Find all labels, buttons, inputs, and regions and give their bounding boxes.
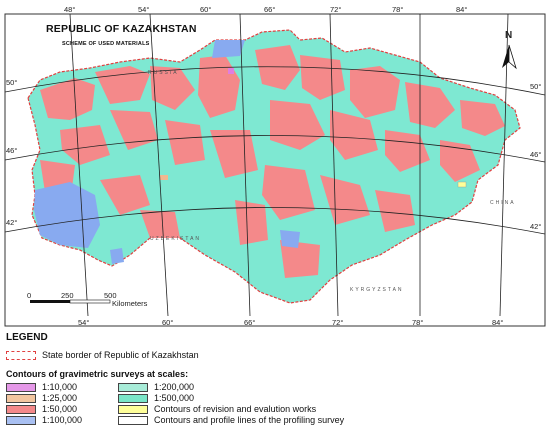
- lon-bottom-84: 84°: [492, 318, 504, 327]
- border-swatch: [6, 350, 36, 360]
- legend-item-label: Contours and profile lines of the profil…: [154, 415, 345, 425]
- legend-item: 1:200,000: [118, 382, 194, 392]
- lon-bottom-78: 78°: [412, 318, 424, 327]
- lat-left-50: 50°: [6, 78, 18, 87]
- legend-item-label: 1:10,000: [42, 382, 78, 392]
- survey-spot-25k: [160, 175, 168, 180]
- legend-item: 1:50,000: [6, 404, 77, 414]
- lon-top-84: 84°: [456, 5, 468, 14]
- legend-swatch-1: [6, 393, 36, 403]
- lon-top-48: 48°: [64, 5, 76, 14]
- lon-bottom-72: 72°: [332, 318, 344, 327]
- lon-top-78: 78°: [392, 5, 404, 14]
- revision-spot: [457, 181, 467, 188]
- legend-item-label: 1:50,000: [42, 404, 78, 414]
- country-label-russia: RUSSIA: [148, 70, 179, 76]
- legend-swatch-6: [118, 404, 148, 414]
- legend-item-label: 1:100,000: [42, 415, 83, 425]
- legend-swatch-5: [118, 393, 148, 403]
- legend-swatch-4: [118, 382, 148, 392]
- country-label-kyrgyzstan: KYRGYZSTAN: [350, 287, 404, 293]
- map-canvas: [4, 13, 546, 327]
- legend-item: Contours of revision and evalution works: [118, 404, 316, 414]
- legend-swatch-2: [6, 404, 36, 414]
- legend-title: LEGEND: [6, 332, 48, 343]
- country-label-china: CHINA: [490, 200, 516, 206]
- map-title: REPUBLIC OF KAZAKHSTAN: [46, 23, 197, 35]
- lon-top-72: 72°: [330, 5, 342, 14]
- scale-tick-0: 0: [27, 291, 32, 300]
- scale-unit: Kilometers: [112, 299, 148, 308]
- north-arrow-icon: [502, 44, 517, 70]
- legend-surveys-heading: Contours of gravimetric surveys at scale…: [6, 369, 189, 379]
- lat-right-42: 42°: [530, 222, 542, 231]
- survey-regions-100k: [34, 40, 300, 264]
- legend: LEGEND State border of Republic of Kazak…: [6, 332, 546, 432]
- lat-left-42: 42°: [6, 218, 18, 227]
- map-subtitle: SCHEME OF USED MATERIALS: [62, 41, 150, 47]
- lon-bottom-54: 54°: [78, 318, 90, 327]
- scale-bar: [30, 299, 111, 304]
- lat-right-46: 46°: [530, 150, 542, 159]
- legend-item-label: 1:25,000: [42, 393, 78, 403]
- legend-item-label: Contours of revision and evalution works: [154, 404, 317, 414]
- lon-bottom-60: 60°: [162, 318, 174, 327]
- graticule: [4, 13, 546, 317]
- legend-item: Contours and profile lines of the profil…: [118, 415, 344, 425]
- legend-item-label: 1:500,000: [154, 393, 195, 403]
- legend-item: 1:10,000: [6, 382, 77, 392]
- lon-top-54: 54°: [138, 5, 150, 14]
- north-label: N: [505, 30, 513, 41]
- legend-swatch-0: [6, 382, 36, 392]
- scale-tick-500: 500: [104, 291, 117, 300]
- legend-border-label: State border of Republic of Kazakhstan: [42, 350, 199, 360]
- lon-top-66: 66°: [264, 5, 276, 14]
- lat-right-50: 50°: [530, 82, 542, 91]
- legend-swatch-3: [6, 415, 36, 425]
- legend-item: 1:25,000: [6, 393, 77, 403]
- legend-swatch-7: [118, 415, 148, 425]
- country-label-uzbekistan: UZBEKISTAN: [150, 236, 202, 242]
- legend-item-label: 1:200,000: [154, 382, 195, 392]
- lon-top-60: 60°: [200, 5, 212, 14]
- scale-tick-250: 250: [61, 291, 74, 300]
- survey-spot-10k: [228, 68, 234, 74]
- lon-bottom-66: 66°: [244, 318, 256, 327]
- lat-left-46: 46°: [6, 146, 18, 155]
- legend-border-row: State border of Republic of Kazakhstan: [6, 350, 199, 360]
- legend-item: 1:100,000: [6, 415, 82, 425]
- legend-item: 1:500,000: [118, 393, 194, 403]
- map-panel: REPUBLIC OF KAZAKHSTAN SCHEME OF USED MA…: [4, 5, 546, 327]
